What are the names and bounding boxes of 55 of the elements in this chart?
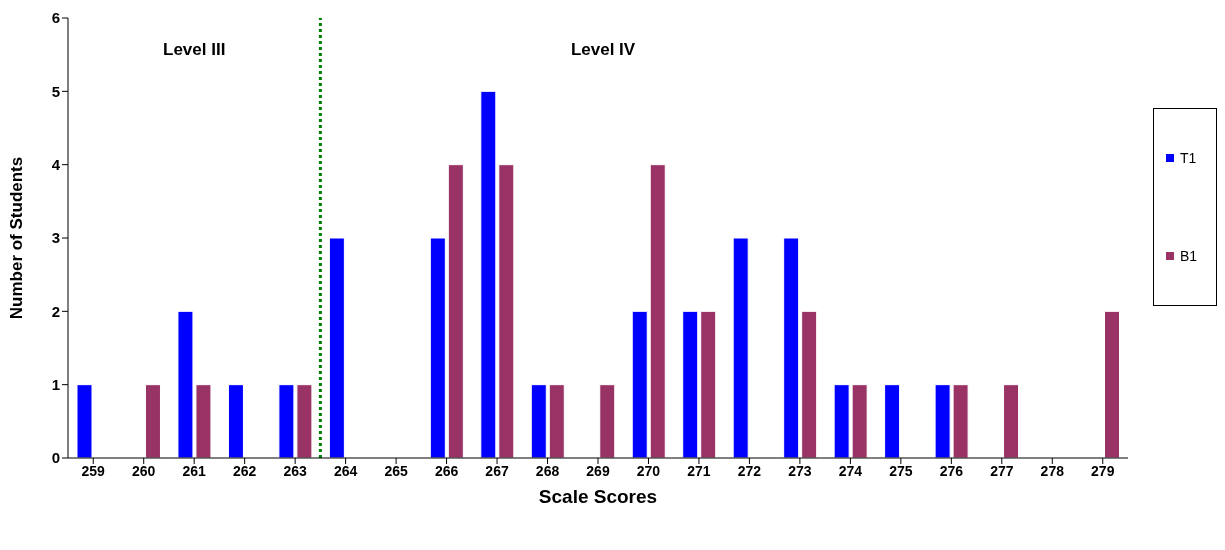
- x-tick-label: 272: [737, 462, 762, 479]
- x-tick-label: 268: [535, 462, 560, 479]
- x-tick-label: 269: [586, 462, 610, 479]
- x-tick-label: 267: [485, 462, 509, 479]
- bar: [498, 164, 515, 458]
- x-tick-label: 271: [687, 462, 711, 479]
- x-tick-label: 261: [182, 462, 207, 479]
- x-tick-label: 263: [283, 462, 308, 479]
- x-axis-title: Scale Scores: [538, 486, 658, 507]
- x-tick-label: 275: [889, 462, 913, 479]
- bar: [783, 237, 800, 458]
- x-tick-label: 276: [939, 462, 964, 479]
- bar: [1104, 310, 1121, 458]
- annotation: Level III: [163, 40, 226, 60]
- y-tick-label: 1: [51, 375, 60, 393]
- bar: [530, 384, 547, 458]
- x-tick-label: 273: [788, 462, 812, 479]
- bar: [328, 237, 345, 458]
- bar: [76, 384, 93, 458]
- x-tick-label: 277: [990, 462, 1014, 479]
- bar: [682, 310, 699, 458]
- y-axis-title: Number of Students: [7, 156, 27, 320]
- legend-label: T1: [1179, 150, 1198, 166]
- x-tick-label: 265: [384, 462, 408, 479]
- annotation: Level IV: [570, 40, 636, 60]
- bar: [599, 384, 616, 458]
- bar: [480, 90, 497, 458]
- x-tick-label: 279: [1091, 462, 1115, 479]
- bar: [732, 237, 749, 458]
- x-tick-label: 274: [838, 462, 863, 479]
- bar: [631, 310, 648, 458]
- y-tick-label: 3: [51, 229, 60, 247]
- bar: [884, 384, 901, 458]
- bar: [429, 237, 446, 458]
- x-tick-label: 259: [81, 462, 106, 479]
- bar: [548, 384, 565, 458]
- legend-label: B1: [1179, 248, 1199, 264]
- bar: [447, 164, 464, 458]
- x-tick-label: 262: [232, 462, 257, 479]
- y-tick-label: 0: [51, 449, 60, 467]
- y-tick-label: 6: [51, 9, 60, 27]
- x-tick-label: 270: [636, 462, 661, 479]
- bar: [1003, 384, 1020, 458]
- x-tick-label: 260: [132, 462, 156, 479]
- bar: [227, 384, 244, 458]
- y-tick-label: 4: [51, 155, 61, 173]
- x-tick-label: 278: [1040, 462, 1065, 479]
- bar: [700, 310, 717, 458]
- bar: [144, 384, 161, 458]
- bar: [649, 164, 666, 458]
- x-tick-label: 266: [434, 462, 459, 479]
- y-tick-label: 2: [51, 302, 60, 320]
- y-tick-label: 5: [51, 82, 60, 100]
- bar: [801, 310, 818, 458]
- x-tick-label: 264: [333, 462, 358, 479]
